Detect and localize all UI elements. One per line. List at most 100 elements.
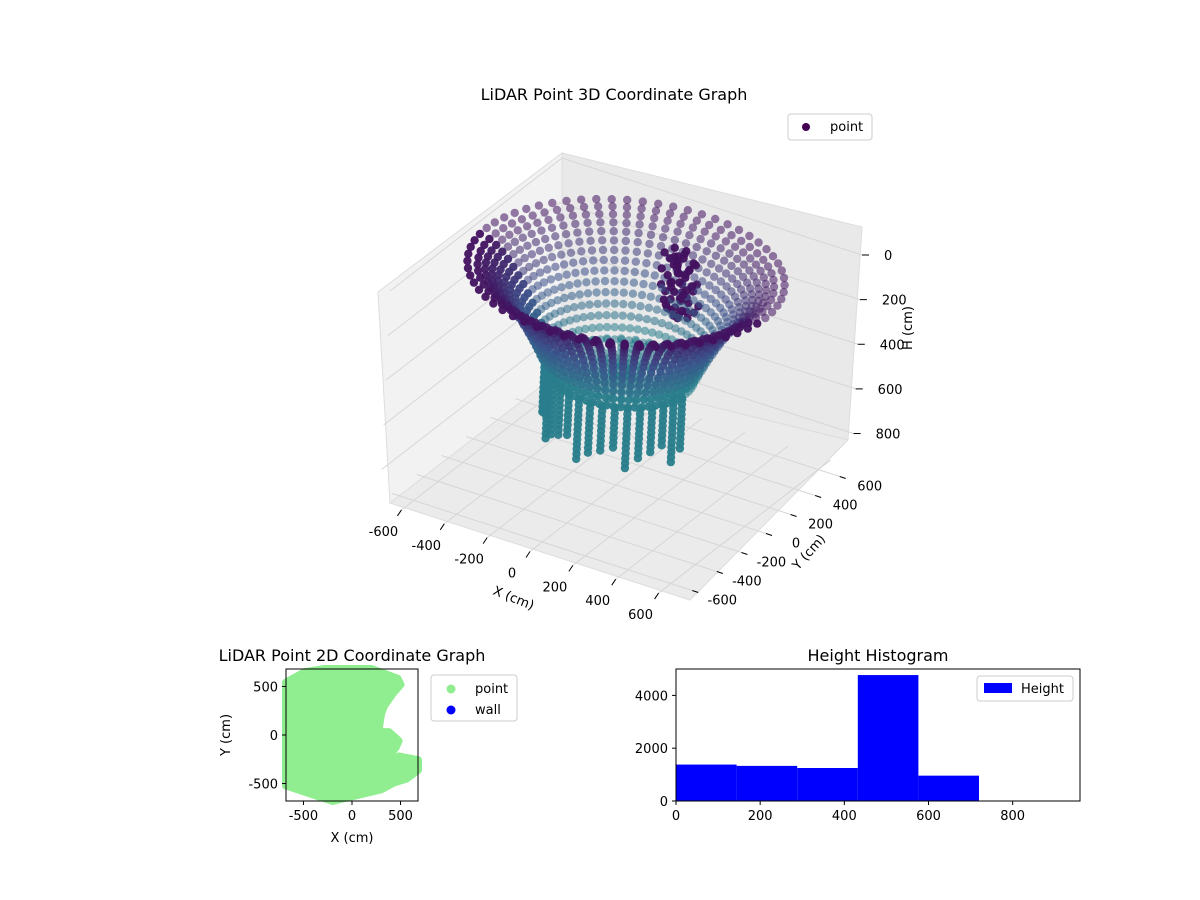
y-tick-label-3d: -600 <box>708 594 738 609</box>
point-marker <box>769 282 779 291</box>
point-marker <box>610 255 619 265</box>
point-marker <box>586 236 595 245</box>
point-marker <box>671 299 680 309</box>
x-axis-label-3d: X (cm) <box>491 584 536 614</box>
point-marker <box>721 237 731 246</box>
point-marker <box>658 233 668 242</box>
point-marker <box>635 220 644 229</box>
point-marker <box>563 356 573 365</box>
y-tick-label-3d: -200 <box>757 556 787 571</box>
point-marker <box>596 446 605 455</box>
point-marker <box>607 195 616 204</box>
point-marker <box>652 305 662 314</box>
point-marker <box>503 242 513 251</box>
point-marker <box>725 249 734 258</box>
point-marker <box>767 269 776 278</box>
point-marker <box>592 194 601 204</box>
point-marker <box>481 258 491 267</box>
point-marker <box>762 286 771 295</box>
point-marker <box>534 201 544 210</box>
point-marker <box>663 271 672 280</box>
point-marker <box>628 289 638 298</box>
point-marker <box>600 378 609 388</box>
point-marker <box>539 255 548 265</box>
point-marker <box>708 336 718 345</box>
point-marker <box>464 249 473 258</box>
point-marker <box>643 381 652 390</box>
point-marker <box>610 245 619 255</box>
point-marker <box>476 246 485 256</box>
point-marker <box>644 303 654 312</box>
point-marker <box>695 338 704 348</box>
point-marker <box>627 300 637 310</box>
point-marker <box>673 257 683 266</box>
legend-3d-label: point <box>830 120 863 135</box>
chart-histogram: Height Histogram 0 200 400 600 800020004000 … <box>635 646 1081 824</box>
point-marker <box>547 223 557 232</box>
point-marker <box>711 251 721 260</box>
point-marker <box>618 323 627 332</box>
point-marker <box>753 249 762 258</box>
point-marker <box>642 315 652 324</box>
point-marker <box>631 257 640 266</box>
point-marker <box>751 260 761 269</box>
point-marker <box>609 227 618 236</box>
point-marker <box>498 305 507 315</box>
point-marker <box>634 228 643 238</box>
point-marker <box>779 288 788 297</box>
point-marker <box>598 245 608 255</box>
x-tick-label-hist: 400 <box>832 809 857 824</box>
point-marker <box>657 319 667 328</box>
point-marker <box>466 271 475 280</box>
point-marker <box>596 218 605 227</box>
point-marker <box>510 208 519 218</box>
point-marker <box>639 395 648 404</box>
point-marker <box>543 265 552 274</box>
point-marker <box>696 234 705 244</box>
point-marker <box>520 253 529 263</box>
point-marker <box>768 252 778 261</box>
point-marker <box>535 268 545 277</box>
y-tick-3d <box>692 590 699 593</box>
point-marker <box>620 277 629 286</box>
point-marker <box>679 212 688 221</box>
point-marker <box>627 374 636 384</box>
point-marker <box>638 197 647 206</box>
x-tick-3d <box>611 578 617 586</box>
point-marker <box>657 283 667 293</box>
point-marker <box>779 273 789 283</box>
point-marker <box>544 215 553 225</box>
point-marker <box>518 233 527 242</box>
histogram-bar <box>736 765 798 801</box>
point-marker <box>745 231 754 241</box>
point-marker <box>622 218 631 228</box>
point-marker <box>733 254 742 264</box>
point-marker <box>666 342 675 351</box>
legend-3d: point <box>787 113 873 141</box>
point-marker <box>733 328 742 338</box>
point-marker <box>648 328 657 337</box>
z-tick-label-3d: 0 <box>884 249 892 264</box>
y-tick-label-3d: 200 <box>808 518 833 533</box>
legend-hist: Height <box>976 675 1074 702</box>
histogram-bars <box>676 675 979 801</box>
point-marker <box>572 359 581 368</box>
point-marker <box>531 237 541 247</box>
point-marker <box>540 208 549 217</box>
grid-line-y <box>465 436 767 534</box>
point-marker <box>632 395 641 405</box>
grid-line-y <box>416 474 718 572</box>
point-marker <box>664 321 674 330</box>
point-marker <box>710 272 719 281</box>
point-marker <box>593 202 603 211</box>
point-marker <box>620 266 629 276</box>
point-marker <box>610 323 619 332</box>
point-marker <box>648 281 657 291</box>
point-marker <box>637 204 646 213</box>
legend-2d-marker-point <box>446 684 456 694</box>
point-marker <box>633 388 642 397</box>
x-tick-3d <box>654 592 659 600</box>
point-marker <box>594 392 603 401</box>
point-marker <box>551 232 560 241</box>
point-marker <box>609 236 619 245</box>
